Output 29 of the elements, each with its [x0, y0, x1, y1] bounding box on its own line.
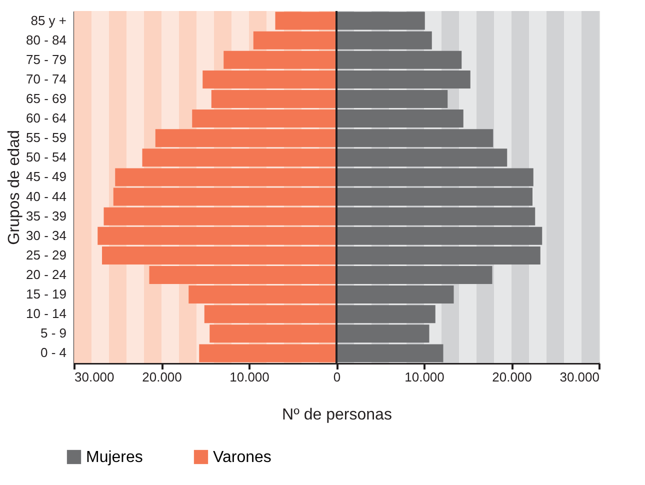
- y-tick-label: 65 - 69: [26, 91, 66, 106]
- x-tick-label: 20.000: [492, 370, 532, 384]
- y-tick-label: 10 - 14: [26, 306, 66, 322]
- y-tick-label: 40 - 44: [26, 188, 66, 204]
- y-tick-label: 15 - 19: [26, 286, 66, 302]
- y-tick-label: 20 - 24: [26, 267, 66, 282]
- x-tick-label: 30.000: [560, 370, 600, 384]
- y-tick-label: 0 - 4: [40, 345, 66, 360]
- y-tick-label: 5 - 9: [40, 326, 66, 341]
- y-tick-label: 80 - 84: [26, 32, 66, 48]
- y-axis-title: Grupos de edad: [6, 130, 24, 245]
- x-tick-label: 0: [333, 370, 341, 384]
- y-tick-label: 60 - 64: [26, 110, 66, 126]
- y-tick-label: 50 - 54: [26, 150, 66, 165]
- y-tick-label: 55 - 59: [26, 130, 66, 146]
- y-tick-label: 70 - 74: [26, 71, 66, 86]
- y-tick-label: 75 - 79: [26, 52, 66, 67]
- y-tick-label: 25 - 29: [26, 247, 66, 262]
- y-tick-label: 30 - 34: [26, 228, 66, 243]
- x-tick-label: 10.000: [230, 370, 270, 384]
- y-tick-label: 85 y +: [30, 12, 66, 28]
- x-tick-label: 30.000: [74, 370, 114, 384]
- x-tick-label: 10.000: [404, 370, 444, 384]
- y-tick-label: 35 - 39: [26, 208, 66, 224]
- legend-label: Varones: [213, 449, 272, 466]
- x-axis-title: Nº de personas: [282, 406, 392, 424]
- x-tick-label: 20.000: [142, 370, 182, 384]
- legend-label: Mujeres: [86, 449, 143, 466]
- y-tick-label: 45 - 49: [26, 169, 66, 184]
